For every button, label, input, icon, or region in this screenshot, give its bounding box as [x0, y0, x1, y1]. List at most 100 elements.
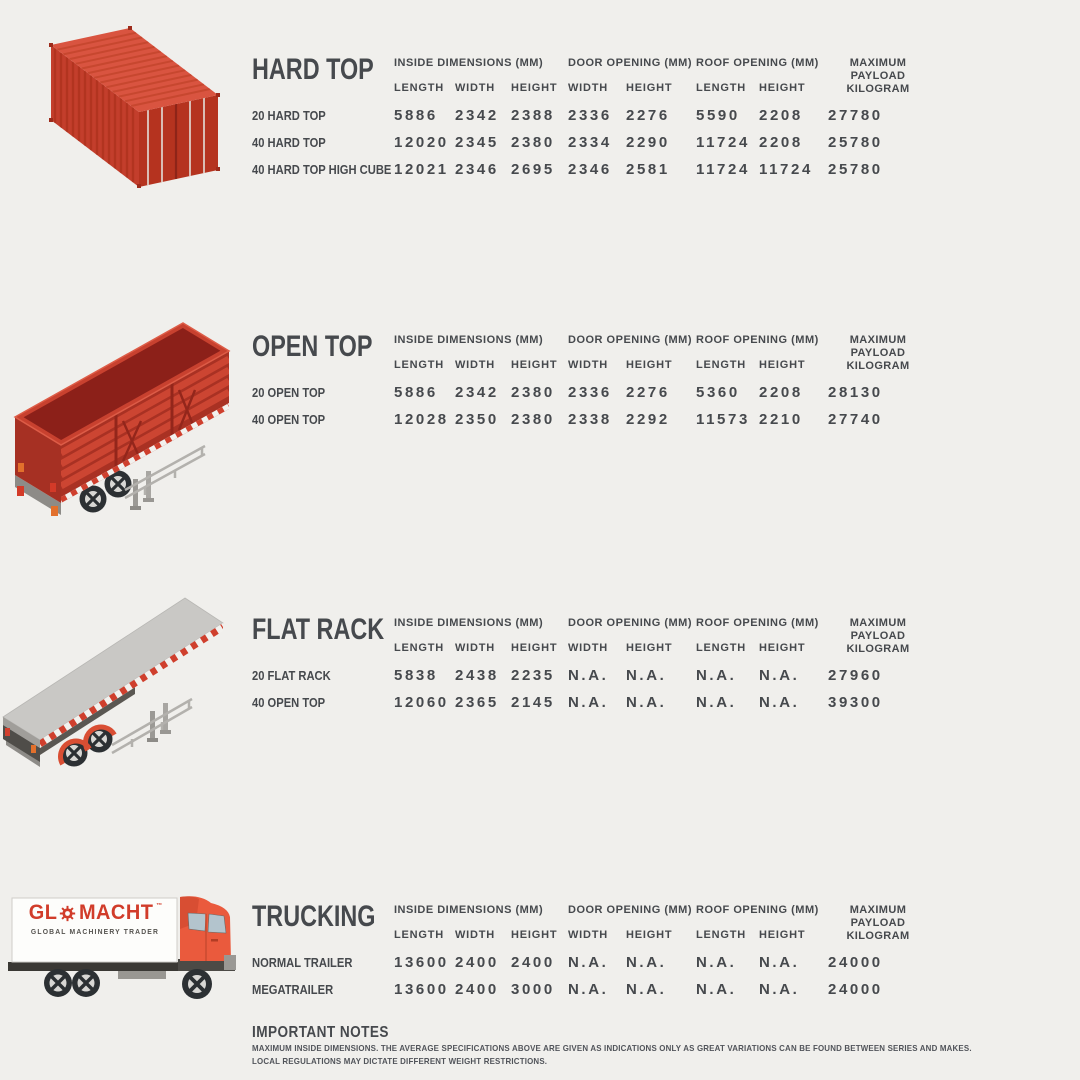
spec-value: 5838	[394, 667, 438, 684]
brand-tagline: GLOBAL MACHINERY TRADER	[30, 929, 160, 936]
spec-table-flat-rack: FLAT RACK INSIDE DIMENSIONS (MM) DOOR OPEN…	[252, 612, 938, 716]
spec-table-open-top: OPEN TOP INSIDE DIMENSIONS (MM) DOOR OPENI…	[252, 329, 938, 433]
spec-value: 2208	[759, 107, 803, 124]
column-subheader: LENGTH	[394, 359, 445, 371]
spec-value: 28130	[828, 384, 883, 401]
column-group-header: MAXIMUM PAYLOAD KILOGRAM	[846, 617, 910, 655]
column-subheader: WIDTH	[455, 359, 496, 371]
important-notes: IMPORTANT NOTES MAXIMUM INSIDE DIMENSION…	[252, 1024, 1026, 1068]
brand-suffix: MACHT	[78, 901, 154, 924]
spec-value: 13600	[394, 981, 449, 998]
spec-value: 2438	[455, 667, 499, 684]
spec-value: N.A.	[626, 694, 667, 711]
spec-row-label: 40 HARD TOP HIGH CUBE	[252, 162, 392, 177]
section-title: TRUCKING	[252, 900, 376, 933]
flatrack-side-rail	[111, 697, 193, 755]
glomacht-logo: GL	[20, 901, 170, 936]
spec-value: 11724	[696, 134, 750, 151]
column-group-header: DOOR OPENING (MM)	[568, 334, 692, 346]
spec-value: 5590	[696, 107, 740, 124]
spec-value: 2581	[626, 161, 670, 178]
spec-value: 2334	[568, 134, 612, 151]
spec-value: N.A.	[759, 981, 800, 998]
spec-value: N.A.	[568, 954, 609, 971]
container-side-face	[51, 45, 139, 187]
spec-table-hard-top: HARD TOP INSIDE DIMENSIONS (MM) DOOR OPENI…	[252, 52, 938, 183]
flat-rack-trailer-illustration	[2, 597, 224, 767]
column-group-header: DOOR OPENING (MM)	[568, 57, 692, 69]
spec-value: N.A.	[568, 981, 609, 998]
spec-value: 3000	[511, 981, 555, 998]
spec-value: 27780	[828, 107, 883, 124]
column-subheader: HEIGHT	[511, 82, 558, 94]
spec-value: 5886	[394, 384, 438, 401]
flatrack-landing-gear	[111, 697, 193, 755]
column-group-header: DOOR OPENING (MM)	[568, 904, 692, 916]
flatrack-deck	[2, 597, 224, 748]
trailer-side-face	[61, 351, 229, 503]
spec-value: 12060	[394, 694, 449, 711]
spec-value: 2695	[511, 161, 555, 178]
container-corner-fittings	[49, 26, 220, 188]
spec-row-label: 40 OPEN TOP	[252, 695, 326, 710]
trademark-symbol: ™	[156, 903, 163, 909]
column-subheader: WIDTH	[568, 642, 609, 654]
spec-value: 39300	[828, 694, 883, 711]
column-subheader: HEIGHT	[759, 82, 806, 94]
spec-value: N.A.	[626, 954, 667, 971]
spec-value: 2342	[455, 107, 499, 124]
column-group-header: ROOF OPENING (MM)	[696, 334, 819, 346]
spec-value: 11573	[696, 411, 750, 428]
spec-value: 2400	[455, 954, 499, 971]
column-group-header: MAXIMUM PAYLOAD KILOGRAM	[846, 904, 910, 942]
gear-icon	[59, 905, 76, 922]
spec-value: 2345	[455, 134, 499, 151]
trailer-rear-bumper	[15, 475, 61, 516]
spec-value: N.A.	[568, 667, 609, 684]
truck-front-wheel	[182, 969, 212, 999]
spec-value: N.A.	[696, 694, 737, 711]
column-group-header: ROOF OPENING (MM)	[696, 617, 819, 629]
section-title: OPEN TOP	[252, 330, 373, 363]
column-subheader: WIDTH	[568, 929, 609, 941]
spec-value: 2380	[511, 384, 555, 401]
spec-value: 25780	[828, 134, 883, 151]
spec-value: N.A.	[626, 667, 667, 684]
column-group-header: MAXIMUM PAYLOAD KILOGRAM	[846, 334, 910, 372]
spec-value: 12028	[394, 411, 449, 428]
trailer-hazard-strip	[61, 403, 229, 503]
column-subheader: WIDTH	[455, 929, 496, 941]
spec-value: 12021	[394, 161, 449, 178]
spec-value: 2292	[626, 411, 670, 428]
brand-prefix: GL	[28, 901, 58, 924]
column-subheader: HEIGHT	[511, 642, 558, 654]
column-subheader: LENGTH	[696, 642, 747, 654]
spec-row-label: 20 HARD TOP	[252, 108, 326, 123]
truck-rear-wheels	[44, 969, 100, 997]
spec-value: 12020	[394, 134, 449, 151]
spec-value: N.A.	[696, 667, 737, 684]
spec-value: 2210	[759, 411, 803, 428]
column-group-header: INSIDE DIMENSIONS (MM)	[394, 617, 544, 629]
spec-value: N.A.	[759, 954, 800, 971]
column-subheader: WIDTH	[455, 82, 496, 94]
spec-value: 11724	[696, 161, 750, 178]
flatrack-wheels	[60, 725, 113, 767]
spec-value: N.A.	[759, 667, 800, 684]
column-group-header: ROOF OPENING (MM)	[696, 904, 819, 916]
column-subheader: LENGTH	[696, 359, 747, 371]
column-group-header: MAXIMUM PAYLOAD KILOGRAM	[846, 57, 910, 95]
spec-value: 2208	[759, 134, 803, 151]
spec-row-label: 40 OPEN TOP	[252, 412, 326, 427]
column-subheader: WIDTH	[568, 359, 609, 371]
spec-value: 2350	[455, 411, 499, 428]
column-subheader: LENGTH	[394, 642, 445, 654]
container-top-face	[51, 28, 218, 112]
spec-value: N.A.	[568, 694, 609, 711]
column-subheader: HEIGHT	[759, 642, 806, 654]
trailer-landing-gear	[124, 444, 206, 510]
column-subheader: LENGTH	[394, 82, 445, 94]
spec-value: 2365	[455, 694, 499, 711]
trailer-top-opening	[13, 322, 231, 446]
